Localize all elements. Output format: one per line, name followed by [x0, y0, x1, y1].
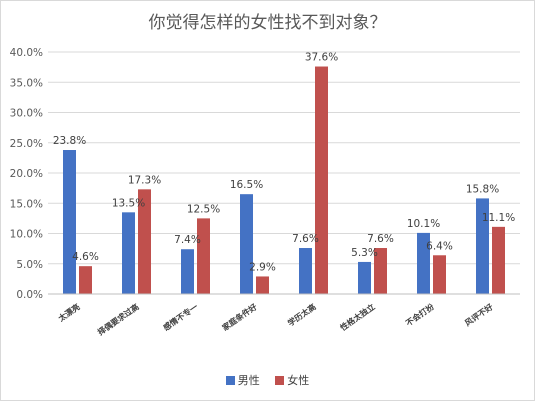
bar-male: [122, 212, 135, 294]
x-tick-label: 感情不专一: [161, 301, 200, 332]
bar-female: [374, 248, 387, 294]
legend-item-female: 女性: [275, 372, 309, 388]
x-axis: 太漂亮 择偶要求过高 感情不专一 家庭条件好 学历太高 性格太独立 不会打扮 风评不好: [48, 293, 520, 337]
bar-male: [476, 198, 489, 294]
x-tick-label: 太漂亮: [55, 301, 81, 324]
y-axis: 0.0% 5.0% 10.0% 15.0% 20.0% 25.0% 30.0% 35.0% 40…: [10, 47, 43, 301]
bar-female: [138, 189, 151, 294]
bar-female: [315, 66, 328, 295]
y-tick-label: 40.0%: [10, 47, 43, 59]
y-tick-label: 25.0%: [10, 138, 43, 150]
bar-male: [358, 261, 371, 294]
bar-female: [79, 266, 92, 294]
y-tick-label: 0.0%: [16, 289, 43, 301]
legend-label-male: 男性: [237, 374, 260, 387]
data-label: 37.6%: [305, 52, 338, 64]
y-tick-label: 10.0%: [10, 229, 43, 241]
data-label: 10.1%: [407, 218, 440, 230]
data-label: 23.8%: [53, 135, 86, 147]
data-label: 5.3%: [351, 247, 378, 259]
legend-label-female: 女性: [287, 374, 310, 387]
data-label: 4.6%: [72, 251, 99, 263]
data-label: 13.5%: [112, 197, 145, 209]
legend: 男性 女性: [0, 372, 535, 388]
x-tick-label: 风评不好: [463, 301, 495, 328]
bar-female: [197, 218, 210, 294]
bar-male: [181, 249, 194, 294]
bar-male: [63, 150, 76, 294]
data-label: 7.6%: [367, 233, 394, 245]
data-label: 12.5%: [187, 203, 220, 215]
data-label: 11.1%: [482, 212, 515, 224]
legend-swatch-male: [225, 376, 235, 385]
data-labels: 23.8% 4.6% 13.5% 17.3% 7.4% 12.5% 16.5% 2.9% 7.6…: [53, 52, 515, 274]
bar-female: [256, 276, 269, 294]
x-tick-label: 家庭条件好: [220, 301, 259, 332]
x-tick-label: 学历太高: [286, 301, 318, 328]
data-label: 15.8%: [466, 183, 499, 195]
data-label: 16.5%: [230, 179, 263, 191]
data-label: 7.6%: [292, 233, 319, 245]
x-tick-label: 性格太独立: [338, 301, 377, 332]
bar-male: [240, 194, 253, 294]
y-tick-label: 20.0%: [10, 168, 43, 180]
data-label: 7.4%: [174, 234, 201, 246]
x-tick-label: 择偶要求过高: [96, 301, 141, 337]
chart-title: 你觉得怎样的女性找不到对象？: [148, 13, 387, 33]
data-label: 6.4%: [426, 240, 453, 252]
x-tick-label: 不会打扮: [404, 301, 436, 328]
y-tick-label: 15.0%: [10, 198, 43, 210]
bar-female: [492, 226, 505, 294]
y-tick-label: 35.0%: [10, 77, 43, 89]
bars: [63, 66, 505, 295]
data-label: 17.3%: [128, 174, 161, 186]
bar-male: [299, 248, 312, 294]
bar-male: [417, 232, 430, 294]
legend-item-male: 男性: [225, 372, 260, 388]
legend-swatch-female: [275, 376, 285, 385]
gridlines: [48, 51, 520, 295]
y-tick-label: 5.0%: [16, 259, 43, 271]
y-tick-label: 30.0%: [10, 108, 43, 120]
bar-female: [433, 255, 446, 294]
data-label: 2.9%: [249, 261, 276, 273]
